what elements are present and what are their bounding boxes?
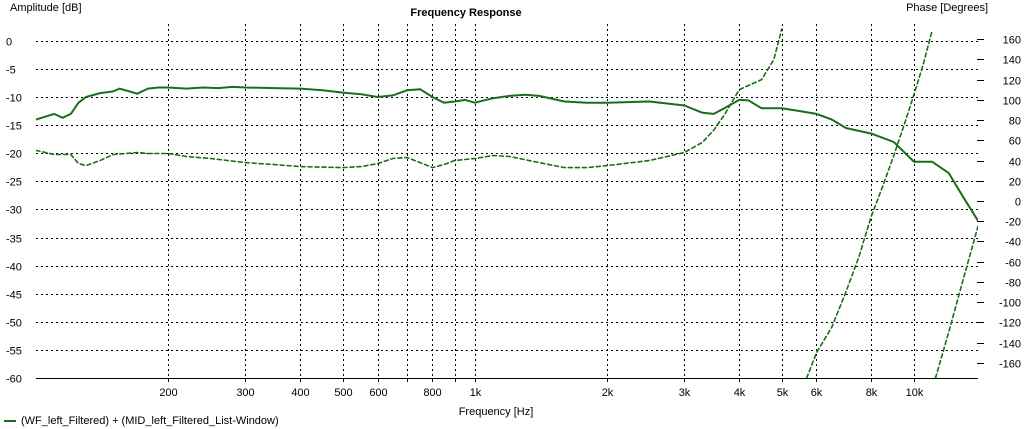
y-tick-label-left: -10 (6, 93, 22, 105)
phase-series-line-3 (934, 225, 978, 378)
y-tick-label-left: -50 (6, 318, 22, 330)
grid-layer (36, 24, 978, 379)
y-tick-label-left: -15 (6, 121, 22, 133)
y-tick-label-left: -35 (6, 234, 22, 246)
x-tick-label: 3k (679, 387, 691, 399)
y-tick-label-right: -140 (999, 339, 1021, 351)
phase-series-line-2 (805, 30, 933, 378)
x-tick-label: 400 (291, 387, 309, 399)
y-tick-label-left: -55 (6, 346, 22, 358)
legend-swatch (4, 420, 16, 422)
y-tick-label-left: -25 (6, 177, 22, 189)
x-tick-label: 300 (236, 387, 254, 399)
x-axis-label: Frequency [Hz] (459, 406, 534, 418)
y-tick-label-left: -60 (6, 374, 22, 386)
y-tick-label-left: -30 (6, 205, 22, 217)
y-tick-label-right: -20 (1005, 217, 1021, 229)
x-tick-label: 200 (159, 387, 177, 399)
x-tick-label: 4k (734, 387, 746, 399)
y-tick-label-right: 60 (1009, 136, 1021, 148)
y-tick-label-right: -120 (999, 318, 1021, 330)
y-tick-label-right: -100 (999, 298, 1021, 310)
y-tick-label-right: 160 (1003, 35, 1021, 47)
y-tick-label-right: 20 (1009, 177, 1021, 189)
y-tick-label-right: -60 (1005, 258, 1021, 270)
y-axis-right-label: Phase [Degrees] (906, 2, 988, 14)
y-tick-label-right: 0 (1015, 197, 1021, 209)
chart-title: Frequency Response (410, 7, 521, 19)
amplitude-series-line (36, 85, 978, 222)
x-tick-label: 2k (602, 387, 614, 399)
legend-text: (WF_left_Filtered) + (MID_left_Filtered_… (21, 415, 279, 427)
x-tick-label: 1k (470, 387, 482, 399)
y-tick-label-left: 0 (6, 37, 12, 49)
y-tick-label-right: -80 (1005, 278, 1021, 290)
y-tick-label-right: -40 (1005, 237, 1021, 249)
y-tick-label-left: -20 (6, 149, 22, 161)
x-tick-label: 8k (866, 387, 878, 399)
y-tick-label-left: -40 (6, 262, 22, 274)
y-tick-label-right: -160 (999, 359, 1021, 371)
phase-series-line-1 (36, 28, 783, 169)
legend: (WF_left_Filtered) + (MID_left_Filtered_… (4, 414, 279, 428)
y-tick-label-right: 100 (1003, 96, 1021, 108)
y-tick-label-right: 120 (1003, 76, 1021, 88)
y-tick-label-right: 140 (1003, 55, 1021, 67)
y-tick-label-left: -5 (6, 65, 16, 77)
y-tick-label-left: -45 (6, 290, 22, 302)
x-tick-label: 6k (811, 387, 823, 399)
x-tick-label: 600 (369, 387, 387, 399)
x-tick-label: 800 (423, 387, 441, 399)
series-layer (36, 28, 978, 378)
y-tick-label-right: 40 (1009, 157, 1021, 169)
y-axis-left-label: Amplitude [dB] (10, 2, 82, 14)
y-tick-label-right: 80 (1009, 116, 1021, 128)
x-tick-label: 10k (906, 387, 924, 399)
x-tick-label: 500 (334, 387, 352, 399)
x-tick-label: 5k (777, 387, 789, 399)
